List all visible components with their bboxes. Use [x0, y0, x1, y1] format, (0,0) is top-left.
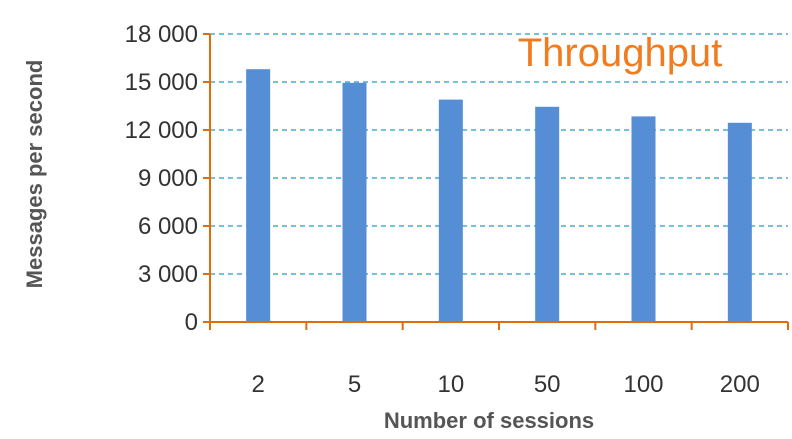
chart-title: Throughput [518, 31, 723, 75]
y-axis-title: Messages per second [22, 60, 47, 289]
bar-series [246, 69, 752, 323]
bar [631, 116, 656, 323]
bar [246, 69, 271, 322]
y-tick-label: 18 000 [125, 21, 198, 48]
y-tick-label: 3 000 [138, 261, 198, 288]
x-tick-label: 50 [534, 371, 561, 398]
x-tick-labels: 2 5 10 50 100 200 [251, 371, 759, 398]
x-tick-label: 100 [623, 371, 663, 398]
y-tick-label: 0 [185, 309, 198, 336]
x-tick-label: 200 [720, 371, 760, 398]
y-tick-label: 6 000 [138, 213, 198, 240]
bar [438, 99, 463, 322]
x-tick-label: 2 [251, 371, 264, 398]
x-tick-label: 10 [437, 371, 464, 398]
y-tick-labels: 0 3 000 6 000 9 000 12 000 15 000 18 000 [125, 21, 198, 336]
bar [535, 106, 560, 322]
axes [203, 33, 789, 330]
x-axis-title: Number of sessions [384, 408, 594, 433]
bar [727, 122, 752, 322]
y-tick-label: 15 000 [125, 69, 198, 96]
y-tick-label: 9 000 [138, 165, 198, 192]
bar [342, 82, 367, 322]
y-tick-label: 12 000 [125, 117, 198, 144]
gridlines [210, 33, 788, 275]
x-tick-label: 5 [348, 371, 361, 398]
